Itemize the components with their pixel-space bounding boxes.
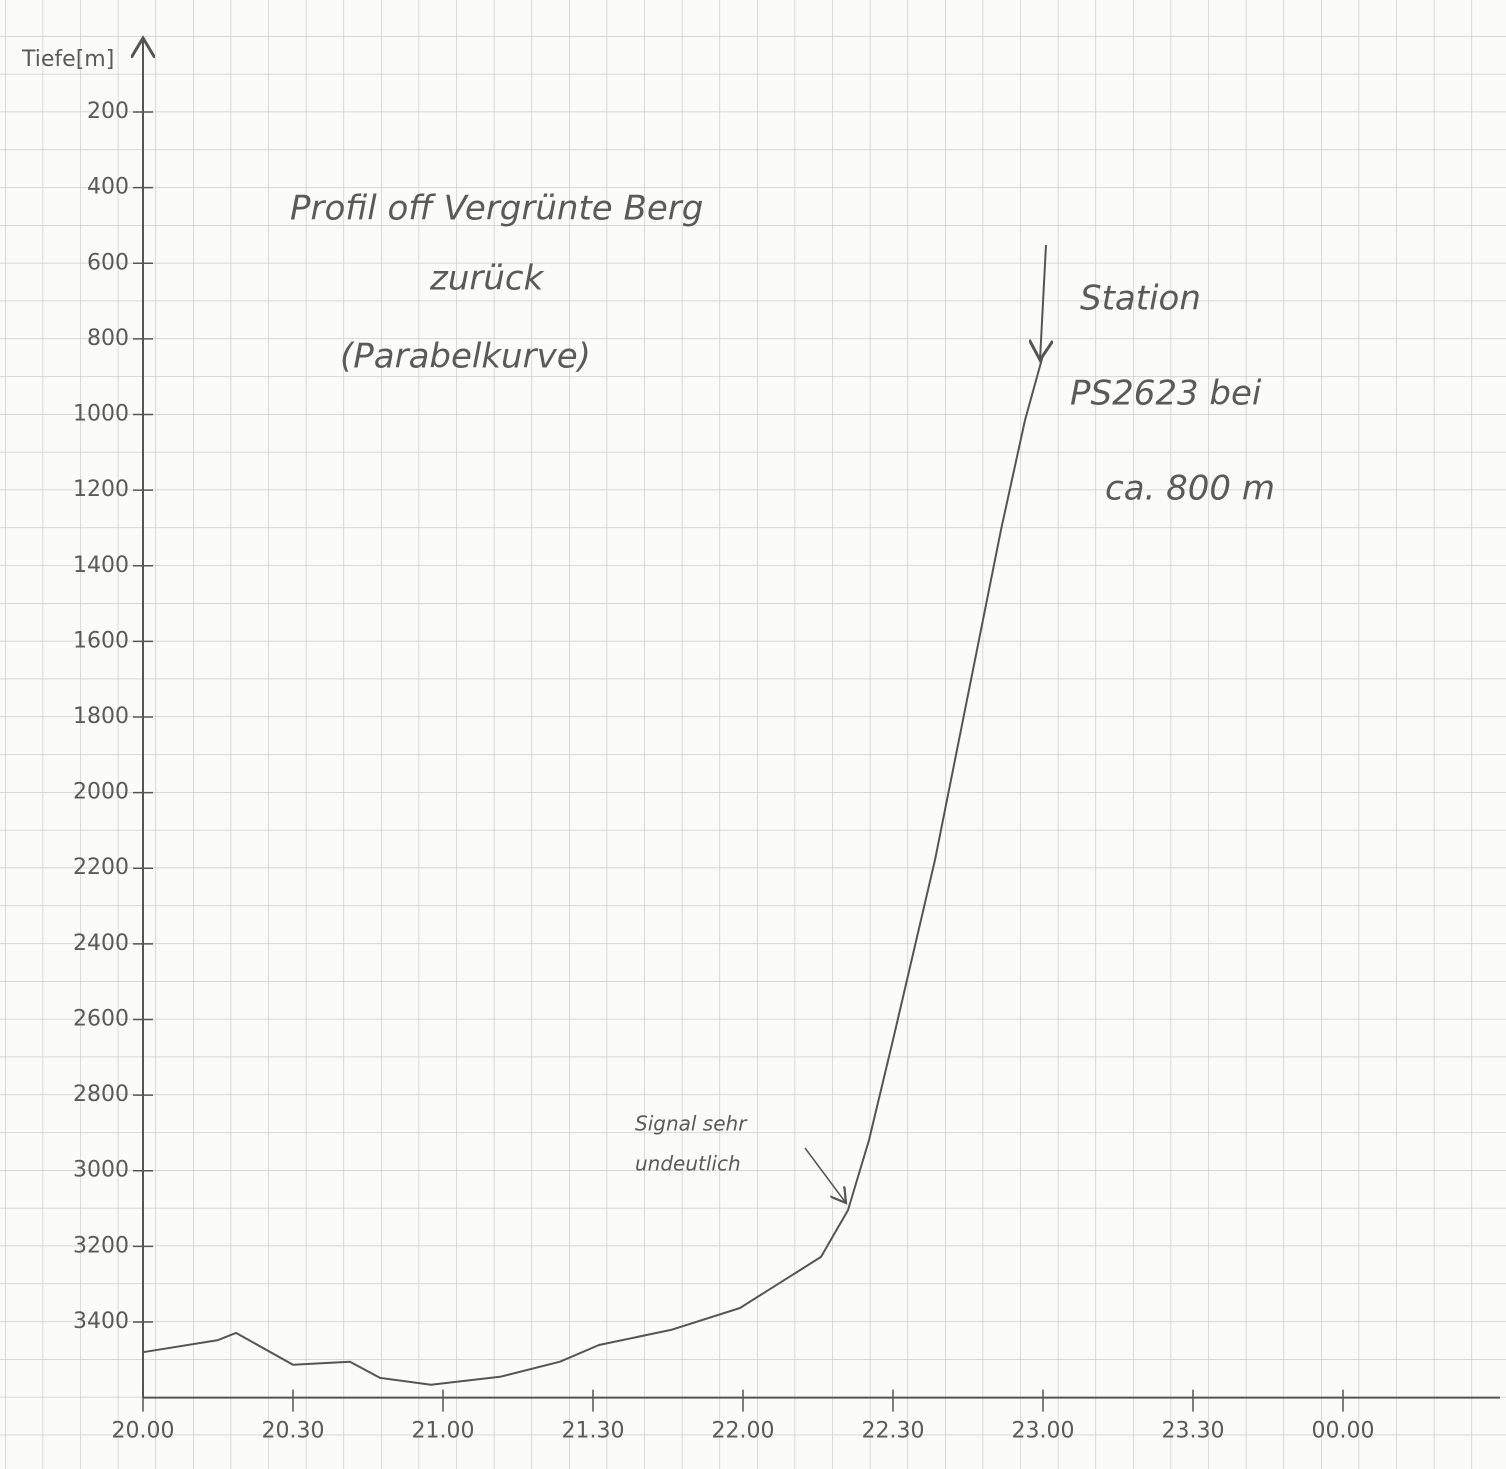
- y-tick-label: 2000: [73, 780, 129, 805]
- station-arrow: [1040, 244, 1046, 360]
- y-tick-label: 1600: [73, 628, 129, 653]
- annotation: Profil off Vergrünte Berg: [290, 189, 703, 229]
- y-axis-label: Tiefe[m]: [21, 47, 114, 72]
- annotation: Signal sehr: [635, 1112, 748, 1136]
- annotation: zurück: [429, 259, 545, 299]
- annotation: Station: [1080, 279, 1201, 319]
- y-tick-label: 2600: [73, 1006, 129, 1031]
- x-tick-label: 00.00: [1312, 1419, 1375, 1444]
- y-tick-label: 200: [87, 99, 129, 124]
- annotation: undeutlich: [635, 1152, 741, 1176]
- y-tick-label: 3000: [73, 1158, 129, 1183]
- x-tick-label: 22.30: [862, 1419, 925, 1444]
- annotation: (Parabelkurve): [340, 337, 591, 377]
- annotation: ca. 800 m: [1105, 469, 1275, 509]
- y-tick-label: 400: [87, 175, 129, 200]
- x-tick-label: 22.00: [712, 1419, 775, 1444]
- y-tick-label: 1200: [73, 477, 129, 502]
- x-tick-label: 20.00: [112, 1419, 175, 1444]
- y-tick-label: 800: [87, 326, 129, 351]
- y-tick-label: 1800: [73, 704, 129, 729]
- plot: Tiefe[m] 200 400 600 800 1000 1200 1400 1600 1800…: [21, 38, 1500, 1444]
- y-tick-label: 600: [87, 250, 129, 275]
- x-tick-label: 23.00: [1012, 1419, 1075, 1444]
- y-tick-label: 1400: [73, 553, 129, 578]
- signal-arrow: [804, 1147, 846, 1203]
- y-tick-label: 2800: [73, 1082, 129, 1107]
- x-tick-label: 23.30: [1162, 1419, 1225, 1444]
- x-tick-label: 21.00: [412, 1419, 475, 1444]
- y-tick-label: 2200: [73, 855, 129, 880]
- y-tick-label: 1000: [73, 402, 129, 427]
- depth-line: [142, 354, 1044, 1386]
- y-tick-label: 3200: [73, 1233, 129, 1258]
- annotation: PS2623 bei: [1070, 374, 1262, 414]
- x-tick-label: 21.30: [562, 1419, 625, 1444]
- y-tick-label: 2400: [73, 931, 129, 956]
- x-tick-label: 20.30: [262, 1419, 325, 1444]
- y-tick-label: 3400: [73, 1309, 129, 1334]
